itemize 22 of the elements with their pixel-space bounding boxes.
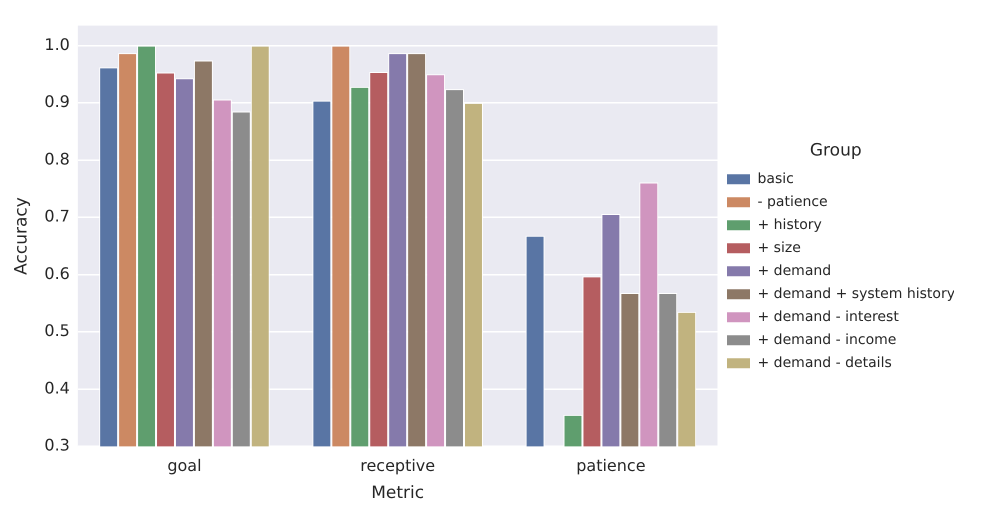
x-tick-label: receptive bbox=[360, 456, 436, 476]
y-tick-label: 0.7 bbox=[44, 206, 70, 226]
x-tick-label: patience bbox=[576, 456, 646, 476]
legend-label: + demand bbox=[758, 262, 832, 279]
y-tick-label: 0.6 bbox=[44, 264, 70, 283]
x-axis-title: Metric bbox=[371, 483, 424, 504]
legend-label: basic bbox=[758, 170, 794, 187]
y-axis-title: Accuracy bbox=[12, 197, 32, 275]
legend-label: + demand - details bbox=[758, 354, 892, 371]
legend-label: + demand - income bbox=[758, 332, 896, 348]
legend-label: - patience bbox=[758, 194, 828, 210]
legend-label: + history bbox=[758, 216, 822, 233]
y-tick-label: 0.4 bbox=[44, 378, 70, 398]
y-tick-label: 1.0 bbox=[44, 34, 70, 54]
y-tick-label: 0.8 bbox=[44, 149, 70, 168]
y-tick-label: 0.5 bbox=[44, 321, 70, 340]
legend-label: + demand - interest bbox=[758, 308, 900, 325]
y-tick-label: 0.9 bbox=[44, 92, 70, 112]
x-tick-label: goal bbox=[167, 456, 202, 476]
legend-label: + size bbox=[758, 240, 801, 256]
y-tick-label: 0.3 bbox=[44, 436, 70, 455]
legend-title: Group bbox=[810, 140, 862, 161]
